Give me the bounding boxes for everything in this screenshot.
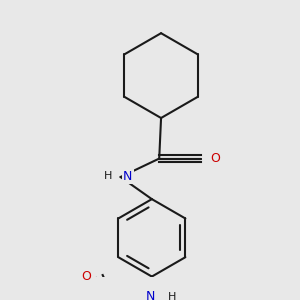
Text: O: O <box>211 152 220 165</box>
Text: H: H <box>103 171 112 181</box>
Text: N: N <box>145 290 155 300</box>
Text: H: H <box>168 292 176 300</box>
Text: O: O <box>82 270 91 283</box>
Text: N: N <box>123 169 133 183</box>
